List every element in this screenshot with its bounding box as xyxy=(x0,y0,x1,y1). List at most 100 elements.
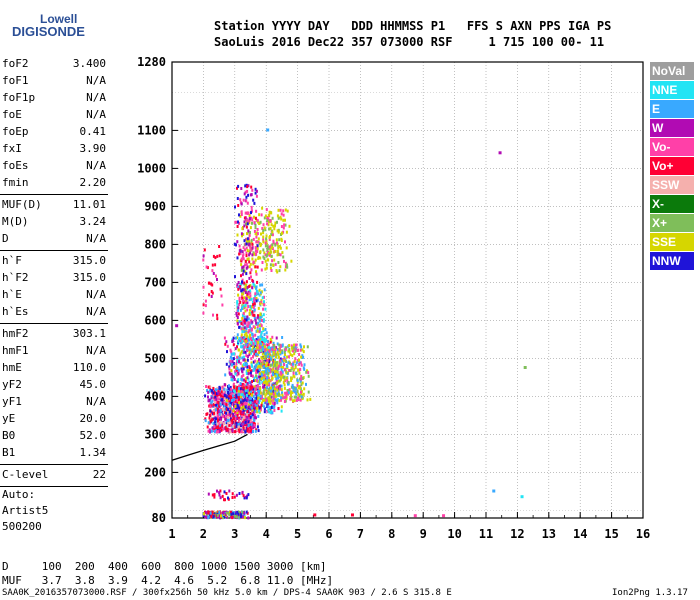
param-separator xyxy=(0,486,108,487)
echo-point xyxy=(242,393,245,397)
echo-point xyxy=(245,496,248,500)
echo-point xyxy=(266,382,269,386)
echo-point xyxy=(302,392,305,396)
echo-point xyxy=(204,299,207,303)
echo-point xyxy=(244,211,247,215)
echo-point xyxy=(219,426,222,430)
echo-point xyxy=(279,208,282,212)
echo-point xyxy=(254,352,257,356)
echo-point xyxy=(248,366,251,370)
echo-point xyxy=(236,399,238,403)
echo-point xyxy=(248,292,251,296)
echo-point xyxy=(256,265,259,269)
echo-point xyxy=(242,399,245,403)
echo-point xyxy=(240,322,243,326)
echo-point xyxy=(236,284,239,288)
echo-point xyxy=(250,275,252,279)
echo-traces xyxy=(175,128,527,520)
echo-point xyxy=(217,430,220,434)
echo-point xyxy=(257,401,260,405)
echo-point xyxy=(234,514,236,518)
param-label: foF2 xyxy=(2,57,29,70)
echo-point xyxy=(275,379,278,383)
echo-point xyxy=(265,343,268,347)
echo-point xyxy=(225,408,228,412)
echo-point xyxy=(244,184,247,188)
param-label: foF1 xyxy=(2,74,29,87)
echo-point xyxy=(265,254,268,258)
echo-point xyxy=(272,358,275,362)
echo-point xyxy=(228,367,231,371)
echo-point xyxy=(277,389,280,393)
echo-point xyxy=(523,366,527,369)
echo-point xyxy=(222,392,224,396)
echo-point xyxy=(236,411,239,414)
echo-point xyxy=(245,331,248,335)
echo-point xyxy=(236,301,239,305)
echo-point xyxy=(277,216,280,220)
echo-point xyxy=(248,284,251,288)
echo-point xyxy=(260,213,263,217)
echo-point xyxy=(272,401,275,405)
echo-point xyxy=(246,334,249,338)
echo-point xyxy=(282,218,285,222)
echo-point xyxy=(243,336,246,339)
echo-point xyxy=(229,403,232,407)
echo-point xyxy=(233,430,236,434)
echo-point xyxy=(274,391,277,395)
echo-point xyxy=(241,418,244,422)
echo-point xyxy=(283,400,286,403)
echo-point xyxy=(254,258,257,262)
echo-point xyxy=(260,356,263,359)
echo-point xyxy=(252,325,255,329)
echo-point xyxy=(204,304,207,308)
echo-point xyxy=(251,221,253,225)
param-row-fof2: foF2 3.400 xyxy=(2,56,106,72)
echo-point xyxy=(231,429,234,433)
echo-point xyxy=(271,259,274,263)
param-value: 1.34 xyxy=(79,446,107,459)
echo-point xyxy=(232,362,235,365)
echo-point xyxy=(292,346,295,350)
echo-point xyxy=(251,253,254,257)
echo-point xyxy=(247,403,250,407)
echo-point xyxy=(279,265,282,269)
echo-point xyxy=(260,299,263,303)
echo-point xyxy=(245,199,248,203)
echo-point xyxy=(253,423,256,427)
echo-point xyxy=(236,300,239,304)
param-value: 3.90 xyxy=(79,142,107,155)
echo-point xyxy=(289,397,292,401)
echo-point xyxy=(256,228,259,231)
echo-point xyxy=(264,253,267,257)
echo-point xyxy=(272,394,275,398)
echo-point xyxy=(280,365,283,369)
echo-point xyxy=(207,390,210,394)
echo-point xyxy=(279,384,282,388)
echo-point xyxy=(246,349,249,352)
echo-point xyxy=(276,373,279,377)
echo-point xyxy=(220,514,222,518)
echo-point xyxy=(263,383,266,386)
echo-point xyxy=(271,347,274,351)
echo-point xyxy=(231,360,234,364)
echo-point xyxy=(266,386,268,390)
echo-point xyxy=(251,409,254,413)
echo-point xyxy=(271,216,274,220)
echo-point xyxy=(284,208,287,212)
y-tick-label: 1000 xyxy=(137,161,166,175)
echo-point xyxy=(213,398,216,402)
echo-point xyxy=(257,429,260,433)
echo-point xyxy=(242,358,245,362)
echo-point xyxy=(216,410,219,414)
echo-point xyxy=(300,374,303,378)
echo-point xyxy=(236,510,239,514)
echo-point xyxy=(286,380,289,384)
echo-point xyxy=(238,298,241,302)
echo-point xyxy=(297,396,299,400)
echo-point xyxy=(232,343,235,347)
echo-point xyxy=(259,337,262,341)
echo-point xyxy=(301,381,304,385)
echo-point xyxy=(230,418,233,422)
echo-point xyxy=(242,319,245,323)
